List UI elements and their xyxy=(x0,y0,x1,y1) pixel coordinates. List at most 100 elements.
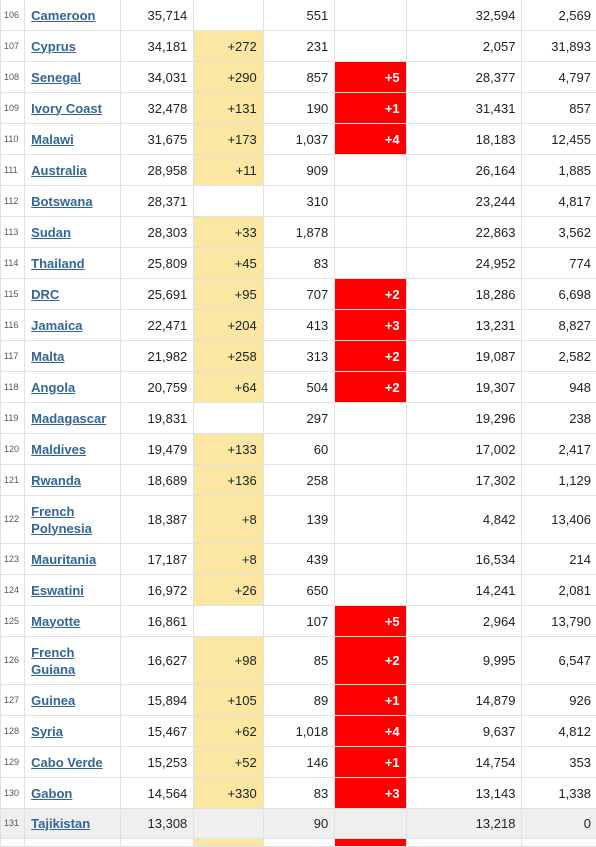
active-cases-cell: 2,081 xyxy=(522,575,596,606)
new-deaths-cell xyxy=(335,0,406,31)
rank-cell: 117 xyxy=(1,341,25,372)
recovered-cell: 19,296 xyxy=(406,403,522,434)
country-link[interactable]: Tajikistan xyxy=(31,816,90,831)
rank-cell: 108 xyxy=(1,62,25,93)
country-link[interactable]: Jamaica xyxy=(31,318,82,333)
new-deaths-cell: +2 xyxy=(335,372,406,403)
country-link[interactable]: Cabo Verde xyxy=(31,755,103,770)
country-link[interactable]: Mauritania xyxy=(31,552,96,567)
total-deaths-cell: 297 xyxy=(263,403,334,434)
new-deaths-cell xyxy=(335,839,406,847)
country-cell: Guinea xyxy=(25,685,121,716)
total-cases-cell: 14,564 xyxy=(120,778,193,809)
total-deaths-cell: 310 xyxy=(263,186,334,217)
total-cases-cell: 18,387 xyxy=(120,496,193,544)
new-deaths-cell xyxy=(335,544,406,575)
total-cases-cell: 34,181 xyxy=(120,31,193,62)
recovered-cell: 9,995 xyxy=(406,637,522,685)
new-cases-cell: +8 xyxy=(194,544,263,575)
new-cases-cell: +26 xyxy=(194,575,263,606)
country-link[interactable]: Senegal xyxy=(31,70,81,85)
country-link[interactable]: DRC xyxy=(31,287,59,302)
total-cases-cell: 28,371 xyxy=(120,186,193,217)
country-link[interactable]: Madagascar xyxy=(31,411,106,426)
active-cases-cell: 12,455 xyxy=(522,124,596,155)
country-link[interactable]: Maldives xyxy=(31,442,86,457)
active-cases-cell: 1,129 xyxy=(522,465,596,496)
country-link[interactable]: Australia xyxy=(31,163,87,178)
rank-cell: 120 xyxy=(1,434,25,465)
country-link[interactable]: Cyprus xyxy=(31,39,76,54)
country-link[interactable]: Angola xyxy=(31,380,75,395)
country-link[interactable]: Cameroon xyxy=(31,8,95,23)
total-cases-cell: 16,972 xyxy=(120,575,193,606)
country-cell: DRC xyxy=(25,279,121,310)
country-link[interactable]: Gabon xyxy=(31,786,72,801)
country-cell: Cyprus xyxy=(25,31,121,62)
new-deaths-cell: +2 xyxy=(335,341,406,372)
total-deaths-cell: 1,018 xyxy=(263,716,334,747)
country-cell: Rwanda xyxy=(25,465,121,496)
country-cell: Mauritania xyxy=(25,544,121,575)
new-deaths-cell: +2 xyxy=(335,637,406,685)
active-cases-cell: 2,582 xyxy=(522,341,596,372)
country-link[interactable]: Malta xyxy=(31,349,64,364)
table-row xyxy=(1,839,596,847)
country-link[interactable]: French Guiana xyxy=(31,645,75,677)
country-link[interactable]: Mayotte xyxy=(31,614,80,629)
total-cases-cell: 16,861 xyxy=(120,606,193,637)
country-link[interactable]: Sudan xyxy=(31,225,71,240)
rank-cell: 126 xyxy=(1,637,25,685)
country-link[interactable]: Botswana xyxy=(31,194,92,209)
active-cases-cell: 1,885 xyxy=(522,155,596,186)
recovered-cell: 19,087 xyxy=(406,341,522,372)
country-link[interactable]: Ivory Coast xyxy=(31,101,102,116)
recovered-cell: 24,952 xyxy=(406,248,522,279)
country-link[interactable]: Thailand xyxy=(31,256,84,271)
rank-cell: 118 xyxy=(1,372,25,403)
recovered-cell: 18,183 xyxy=(406,124,522,155)
total-cases-cell: 19,479 xyxy=(120,434,193,465)
total-cases-cell: 13,308 xyxy=(120,809,193,839)
total-cases-cell xyxy=(120,839,193,847)
rank-cell: 130 xyxy=(1,778,25,809)
new-cases-cell: +45 xyxy=(194,248,263,279)
country-link[interactable]: Guinea xyxy=(31,693,75,708)
rank-cell: 106 xyxy=(1,0,25,31)
recovered-cell: 32,594 xyxy=(406,0,522,31)
total-deaths-cell: 857 xyxy=(263,62,334,93)
country-link[interactable]: Eswatini xyxy=(31,583,84,598)
active-cases-cell: 4,797 xyxy=(522,62,596,93)
recovered-cell: 2,964 xyxy=(406,606,522,637)
total-cases-cell: 28,958 xyxy=(120,155,193,186)
new-deaths-cell: +2 xyxy=(335,279,406,310)
country-link[interactable]: Rwanda xyxy=(31,473,81,488)
total-deaths-cell: 83 xyxy=(263,778,334,809)
country-link[interactable]: Syria xyxy=(31,724,63,739)
new-deaths-cell xyxy=(335,465,406,496)
rank-cell: 115 xyxy=(1,279,25,310)
country-cell: Angola xyxy=(25,372,121,403)
new-deaths-cell xyxy=(335,575,406,606)
country-link[interactable]: French Polynesia xyxy=(31,504,92,536)
total-deaths-cell xyxy=(263,839,334,847)
country-link[interactable]: Malawi xyxy=(31,132,74,147)
recovered-cell: 14,879 xyxy=(406,685,522,716)
new-deaths-cell xyxy=(335,217,406,248)
country-cell: Madagascar xyxy=(25,403,121,434)
total-deaths-cell: 707 xyxy=(263,279,334,310)
total-deaths-cell: 909 xyxy=(263,155,334,186)
recovered-cell: 14,241 xyxy=(406,575,522,606)
total-deaths-cell: 89 xyxy=(263,685,334,716)
active-cases-cell: 238 xyxy=(522,403,596,434)
new-deaths-cell xyxy=(335,248,406,279)
recovered-cell: 4,842 xyxy=(406,496,522,544)
